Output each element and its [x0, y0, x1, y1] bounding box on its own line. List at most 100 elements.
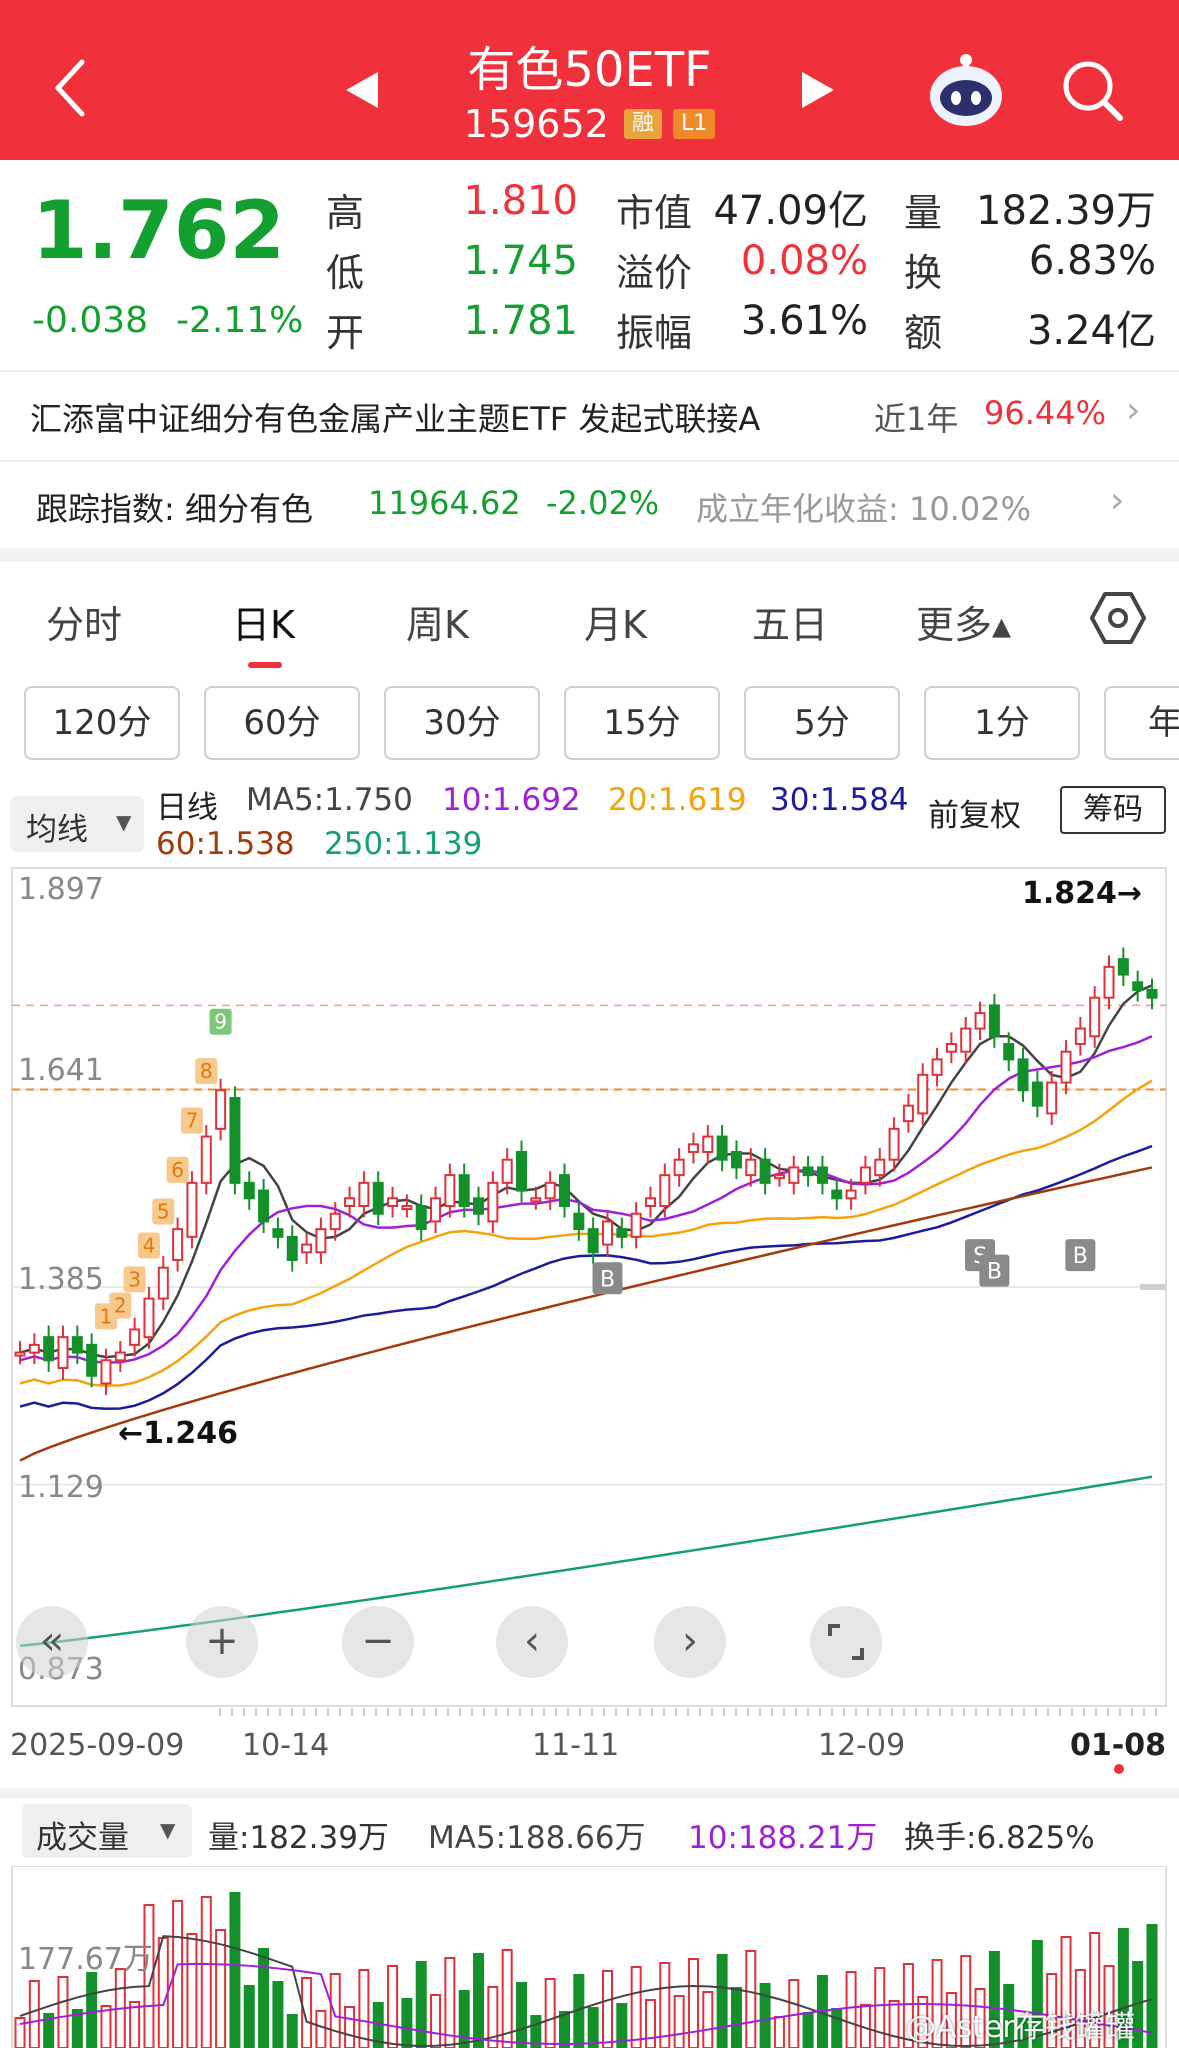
market-cap-value: 47.09亿: [713, 188, 868, 234]
volume-bar: [387, 1965, 399, 2048]
min-price-label: ←1.246: [118, 1416, 239, 1451]
volume-bar: [1031, 1940, 1043, 2048]
tracking-index-change: -2.02%: [546, 484, 660, 522]
candle: [71, 1336, 83, 1354]
sequence-marker: [109, 1292, 132, 1319]
signal-marker[interactable]: [979, 1254, 1010, 1287]
sequence-number: 6: [171, 1158, 184, 1182]
tab-more[interactable]: 更多▴: [916, 603, 1012, 647]
chart-settings-button[interactable]: [1090, 590, 1146, 650]
annualized-return: 成立年化收益: 10.02%: [696, 490, 1031, 528]
open-value: 1.781: [463, 298, 578, 344]
tab-monthly-k[interactable]: 月K: [584, 603, 647, 647]
signal-marker[interactable]: [592, 1262, 623, 1295]
volume-bar: [1074, 1969, 1086, 2048]
volume-bar: [616, 2003, 628, 2048]
volume-bar: [974, 1988, 986, 2048]
volume-bar: [71, 2009, 83, 2048]
chips-button[interactable]: 筹码: [1060, 786, 1166, 834]
candle: [1031, 1081, 1043, 1107]
sequence-number: 3: [128, 1267, 141, 1291]
period-60min-button[interactable]: 60分: [204, 686, 360, 760]
candle: [415, 1204, 427, 1231]
volume-bar: [960, 1955, 972, 2048]
period-1min-button[interactable]: 1分: [924, 686, 1080, 760]
tab-weekly-k[interactable]: 周K: [406, 603, 469, 647]
current-day-dot: [1114, 1764, 1124, 1774]
period-5min-button[interactable]: 5分: [744, 686, 900, 760]
period-120min-button[interactable]: 120分: [24, 686, 180, 760]
ma5-line: [19, 984, 1153, 1359]
prev-stock-button[interactable]: [344, 70, 380, 114]
linked-fund-row[interactable]: 汇添富中证细分有色金属产业主题ETF 发起式联接A 近1年 96.44% ›: [0, 372, 1179, 460]
candle: [401, 1204, 413, 1210]
period-label: 近1年: [874, 400, 959, 438]
candle: [659, 1174, 671, 1207]
zoom-in-button[interactable]: +: [186, 1606, 258, 1678]
last-price: 1.762: [32, 184, 286, 277]
volume-ma10: 10:188.21万: [688, 1820, 878, 1856]
volume-bar: [200, 1896, 212, 2048]
zoom-out-button[interactable]: −: [342, 1606, 414, 1678]
candle: [215, 1089, 227, 1130]
volume-bar: [544, 1978, 556, 2048]
search-button[interactable]: [1060, 58, 1126, 128]
sequence-marker: [152, 1198, 175, 1225]
volume-bar: [344, 2006, 356, 2048]
volume-bar: [945, 1992, 957, 2048]
back-button[interactable]: [46, 58, 96, 117]
candle: [43, 1336, 55, 1362]
tracking-index-row[interactable]: 跟踪指数: 细分有色 11964.62 -2.02% 成立年化收益: 10.02…: [0, 462, 1179, 548]
rewind-button[interactable]: «: [16, 1606, 88, 1678]
ma60-line: [19, 1166, 1153, 1462]
tab-daily-k[interactable]: 日K: [232, 603, 295, 647]
candle: [1060, 1050, 1072, 1084]
volume-bar: [286, 2014, 298, 2048]
expand-icon: [828, 1624, 864, 1660]
volume-bar: [473, 1953, 485, 2048]
ma-dropdown-label: 均线: [26, 812, 88, 848]
candle: [902, 1104, 914, 1123]
volume-bar: [587, 2007, 599, 2048]
period-30min-button[interactable]: 30分: [384, 686, 540, 760]
volume-bar: [186, 1933, 198, 2048]
candle: [86, 1343, 98, 1377]
candle: [630, 1212, 642, 1238]
candle: [859, 1166, 871, 1184]
signal-marker[interactable]: [1065, 1239, 1096, 1272]
volume-bar: [57, 1976, 69, 2048]
volume-dropdown[interactable]: 成交量 ▼: [22, 1804, 192, 1858]
period-year-button[interactable]: 年: [1104, 686, 1179, 760]
ma250-value: 250:1.139: [324, 826, 483, 862]
next-stock-button[interactable]: [800, 70, 836, 114]
sequence-marker: [166, 1156, 189, 1183]
fullscreen-button[interactable]: [810, 1606, 882, 1678]
volume-chart[interactable]: [0, 1866, 1179, 2048]
volume-bar: [1117, 1928, 1129, 2048]
tab-intraday[interactable]: 分时: [46, 603, 123, 647]
candle: [559, 1174, 571, 1207]
assistant-robot-button[interactable]: [926, 52, 1006, 132]
volume-bar: [458, 1990, 470, 2048]
volume-bar: [487, 1986, 499, 2048]
volume-bar: [745, 1950, 757, 2048]
ma-dropdown[interactable]: 均线 ▼: [10, 796, 144, 852]
y-tick-label: 1.641: [18, 1053, 104, 1088]
tab-five-day[interactable]: 五日: [752, 603, 829, 647]
period-15min-button[interactable]: 15分: [564, 686, 720, 760]
volume-bar: [902, 1963, 914, 2048]
chevron-right-icon: ›: [1110, 480, 1125, 521]
candlestick-chart[interactable]: BSBB123456789: [0, 862, 1179, 1712]
level-badge: L1: [673, 109, 716, 139]
volume-bar: [888, 2000, 900, 2048]
candle: [544, 1181, 556, 1200]
scroll-left-button[interactable]: ‹: [496, 1606, 568, 1678]
candle: [143, 1297, 155, 1339]
candle: [114, 1351, 126, 1362]
candle: [430, 1197, 442, 1223]
volume-bar: [644, 1999, 656, 2048]
adjust-mode[interactable]: 前复权: [928, 798, 1021, 834]
candle: [644, 1197, 656, 1207]
candle: [329, 1212, 341, 1231]
scroll-right-button[interactable]: ›: [654, 1606, 726, 1678]
